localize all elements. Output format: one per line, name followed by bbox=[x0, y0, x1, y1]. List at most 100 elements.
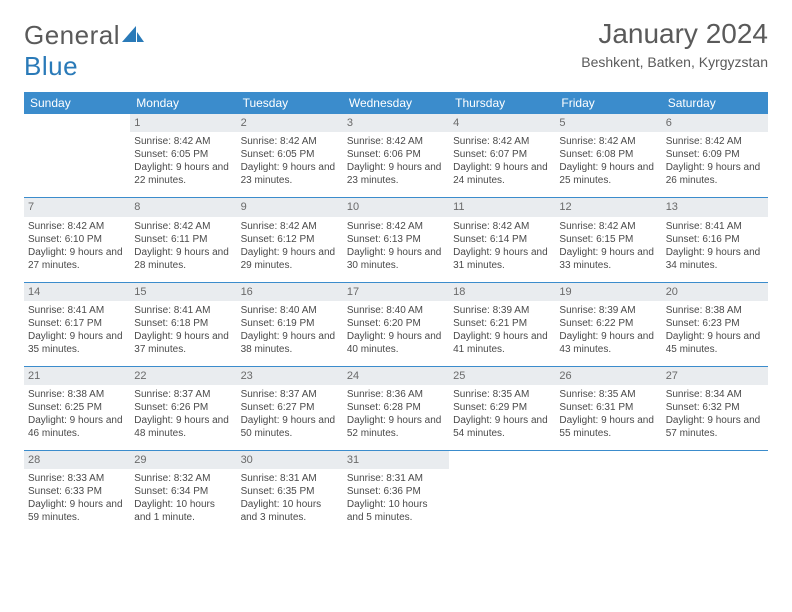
day-details: Sunrise: 8:40 AMSunset: 6:20 PMDaylight:… bbox=[347, 304, 445, 356]
day-details: Sunrise: 8:42 AMSunset: 6:14 PMDaylight:… bbox=[453, 220, 551, 272]
day-details: Sunrise: 8:32 AMSunset: 6:34 PMDaylight:… bbox=[134, 472, 232, 524]
day-details: Sunrise: 8:33 AMSunset: 6:33 PMDaylight:… bbox=[28, 472, 126, 524]
day-number: 15 bbox=[130, 283, 236, 301]
day-details: Sunrise: 8:42 AMSunset: 6:05 PMDaylight:… bbox=[134, 135, 232, 187]
day-number: 1 bbox=[130, 114, 236, 132]
calendar-day-cell: 5 Sunrise: 8:42 AMSunset: 6:08 PMDaylight… bbox=[555, 114, 661, 198]
calendar-body: .1Sunrise: 8:42 AMSunset: 6:05 PMDayligh… bbox=[24, 114, 768, 534]
calendar-day-cell: 2Sunrise: 8:42 AMSunset: 6:05 PMDaylight… bbox=[237, 114, 343, 198]
day-number: 20 bbox=[662, 283, 768, 301]
day-details: Sunrise: 8:38 AMSunset: 6:23 PMDaylight:… bbox=[666, 304, 764, 356]
calendar-day-cell: 9 Sunrise: 8:42 AMSunset: 6:12 PMDaylight… bbox=[237, 198, 343, 282]
calendar-day-cell: 27 Sunrise: 8:34 AMSunset: 6:32 PMDayligh… bbox=[662, 366, 768, 450]
day-number: 13 bbox=[662, 198, 768, 216]
weekday-header-row: SundayMondayTuesdayWednesdayThursdayFrid… bbox=[24, 92, 768, 114]
day-number: 26 bbox=[555, 367, 661, 385]
day-number: 16 bbox=[237, 283, 343, 301]
calendar-day-cell: 25 Sunrise: 8:35 AMSunset: 6:29 PMDayligh… bbox=[449, 366, 555, 450]
day-number: 7 bbox=[24, 198, 130, 216]
day-number: 21 bbox=[24, 367, 130, 385]
calendar-day-cell: 8Sunrise: 8:42 AMSunset: 6:11 PMDaylight… bbox=[130, 198, 236, 282]
day-number: 24 bbox=[343, 367, 449, 385]
day-number: 5 bbox=[555, 114, 661, 132]
calendar-table: SundayMondayTuesdayWednesdayThursdayFrid… bbox=[24, 92, 768, 534]
calendar-day-cell: 3Sunrise: 8:42 AMSunset: 6:06 PMDaylight… bbox=[343, 114, 449, 198]
day-details: Sunrise: 8:40 AMSunset: 6:19 PMDaylight:… bbox=[241, 304, 339, 356]
weekday-header: Thursday bbox=[449, 92, 555, 114]
day-number: 11 bbox=[449, 198, 555, 216]
weekday-header: Monday bbox=[130, 92, 236, 114]
calendar-day-cell: 22Sunrise: 8:37 AMSunset: 6:26 PMDayligh… bbox=[130, 366, 236, 450]
weekday-header: Sunday bbox=[24, 92, 130, 114]
calendar-day-cell: 17 Sunrise: 8:40 AMSunset: 6:20 PMDayligh… bbox=[343, 282, 449, 366]
calendar-day-cell: 19 Sunrise: 8:39 AMSunset: 6:22 PMDayligh… bbox=[555, 282, 661, 366]
day-details: Sunrise: 8:42 AMSunset: 6:09 PMDaylight:… bbox=[666, 135, 764, 187]
calendar-day-cell: 14Sunrise: 8:41 AMSunset: 6:17 PMDayligh… bbox=[24, 282, 130, 366]
day-number: 22 bbox=[130, 367, 236, 385]
calendar-day-cell: 7 Sunrise: 8:42 AMSunset: 6:10 PMDaylight… bbox=[24, 198, 130, 282]
header: GeneralBlue January 2024 Beshkent, Batke… bbox=[24, 18, 768, 82]
day-details: Sunrise: 8:31 AMSunset: 6:36 PMDaylight:… bbox=[347, 472, 445, 524]
day-number: 12 bbox=[555, 198, 661, 216]
day-number: 31 bbox=[343, 451, 449, 469]
calendar-day-cell: 1 Sunrise: 8:42 AMSunset: 6:05 PMDaylight… bbox=[130, 114, 236, 198]
brand-logo: GeneralBlue bbox=[24, 18, 144, 82]
day-details: Sunrise: 8:42 AMSunset: 6:13 PMDaylight:… bbox=[347, 220, 445, 272]
calendar-week-row: 21 Sunrise: 8:38 AMSunset: 6:25 PMDayligh… bbox=[24, 366, 768, 450]
calendar-day-cell: 26 Sunrise: 8:35 AMSunset: 6:31 PMDayligh… bbox=[555, 366, 661, 450]
brand-part1: General bbox=[24, 20, 120, 50]
day-details: Sunrise: 8:39 AMSunset: 6:21 PMDaylight:… bbox=[453, 304, 551, 356]
calendar-day-cell: 11 Sunrise: 8:42 AMSunset: 6:14 PMDayligh… bbox=[449, 198, 555, 282]
day-number: 14 bbox=[24, 283, 130, 301]
day-details: Sunrise: 8:42 AMSunset: 6:15 PMDaylight:… bbox=[559, 220, 657, 272]
weekday-header: Friday bbox=[555, 92, 661, 114]
day-details: Sunrise: 8:42 AMSunset: 6:12 PMDaylight:… bbox=[241, 220, 339, 272]
calendar-day-cell: . bbox=[449, 451, 555, 535]
calendar-day-cell: 16 Sunrise: 8:40 AMSunset: 6:19 PMDayligh… bbox=[237, 282, 343, 366]
calendar-day-cell: 21 Sunrise: 8:38 AMSunset: 6:25 PMDayligh… bbox=[24, 366, 130, 450]
day-details: Sunrise: 8:39 AMSunset: 6:22 PMDaylight:… bbox=[559, 304, 657, 356]
day-details: Sunrise: 8:41 AMSunset: 6:16 PMDaylight:… bbox=[666, 220, 764, 272]
day-number: 29 bbox=[130, 451, 236, 469]
calendar-day-cell: 12 Sunrise: 8:42 AMSunset: 6:15 PMDayligh… bbox=[555, 198, 661, 282]
day-number: 27 bbox=[662, 367, 768, 385]
day-details: Sunrise: 8:42 AMSunset: 6:05 PMDaylight:… bbox=[241, 135, 339, 187]
day-details: Sunrise: 8:42 AMSunset: 6:06 PMDaylight:… bbox=[347, 135, 445, 187]
brand-part2: Blue bbox=[24, 51, 78, 81]
day-details: Sunrise: 8:42 AMSunset: 6:07 PMDaylight:… bbox=[453, 135, 551, 187]
calendar-page: GeneralBlue January 2024 Beshkent, Batke… bbox=[0, 0, 792, 552]
calendar-day-cell: 30Sunrise: 8:31 AMSunset: 6:35 PMDayligh… bbox=[237, 451, 343, 535]
calendar-day-cell: 29 Sunrise: 8:32 AMSunset: 6:34 PMDayligh… bbox=[130, 451, 236, 535]
location: Beshkent, Batken, Kyrgyzstan bbox=[581, 54, 768, 70]
calendar-day-cell: 6 Sunrise: 8:42 AMSunset: 6:09 PMDaylight… bbox=[662, 114, 768, 198]
calendar-day-cell: . bbox=[662, 451, 768, 535]
calendar-day-cell: 15 Sunrise: 8:41 AMSunset: 6:18 PMDayligh… bbox=[130, 282, 236, 366]
day-number: 25 bbox=[449, 367, 555, 385]
calendar-week-row: 14Sunrise: 8:41 AMSunset: 6:17 PMDayligh… bbox=[24, 282, 768, 366]
day-details: Sunrise: 8:42 AMSunset: 6:10 PMDaylight:… bbox=[28, 220, 126, 272]
calendar-day-cell: . bbox=[555, 451, 661, 535]
day-number: 28 bbox=[24, 451, 130, 469]
day-details: Sunrise: 8:35 AMSunset: 6:29 PMDaylight:… bbox=[453, 388, 551, 440]
day-details: Sunrise: 8:35 AMSunset: 6:31 PMDaylight:… bbox=[559, 388, 657, 440]
day-number: 6 bbox=[662, 114, 768, 132]
calendar-day-cell: . bbox=[24, 114, 130, 198]
calendar-day-cell: 10 Sunrise: 8:42 AMSunset: 6:13 PMDayligh… bbox=[343, 198, 449, 282]
day-number: 17 bbox=[343, 283, 449, 301]
calendar-day-cell: 28 Sunrise: 8:33 AMSunset: 6:33 PMDayligh… bbox=[24, 451, 130, 535]
day-number: 4 bbox=[449, 114, 555, 132]
calendar-day-cell: 24 Sunrise: 8:36 AMSunset: 6:28 PMDayligh… bbox=[343, 366, 449, 450]
day-details: Sunrise: 8:42 AMSunset: 6:11 PMDaylight:… bbox=[134, 220, 232, 272]
weekday-header: Wednesday bbox=[343, 92, 449, 114]
day-details: Sunrise: 8:36 AMSunset: 6:28 PMDaylight:… bbox=[347, 388, 445, 440]
day-number: 9 bbox=[237, 198, 343, 216]
brand-sail-icon bbox=[122, 20, 144, 51]
day-number: 10 bbox=[343, 198, 449, 216]
brand-name: GeneralBlue bbox=[24, 20, 144, 82]
day-number: 19 bbox=[555, 283, 661, 301]
day-details: Sunrise: 8:38 AMSunset: 6:25 PMDaylight:… bbox=[28, 388, 126, 440]
calendar-day-cell: 31 Sunrise: 8:31 AMSunset: 6:36 PMDayligh… bbox=[343, 451, 449, 535]
day-details: Sunrise: 8:41 AMSunset: 6:18 PMDaylight:… bbox=[134, 304, 232, 356]
day-details: Sunrise: 8:34 AMSunset: 6:32 PMDaylight:… bbox=[666, 388, 764, 440]
day-details: Sunrise: 8:42 AMSunset: 6:08 PMDaylight:… bbox=[559, 135, 657, 187]
